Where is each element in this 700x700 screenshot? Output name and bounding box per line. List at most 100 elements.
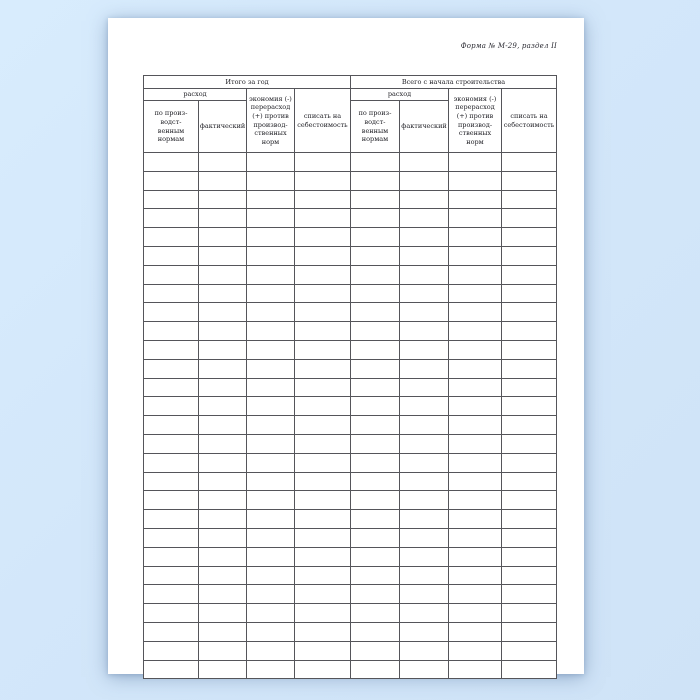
header-row-subcols: по произ- водст- венным нормам фактическ… (143, 100, 557, 153)
table-row (143, 302, 558, 323)
table-cell (246, 208, 295, 229)
table-cell (246, 283, 295, 304)
table-cell (246, 415, 295, 435)
table-cell (500, 546, 558, 567)
table-cell (198, 339, 247, 360)
table-cell (350, 415, 400, 435)
table-cell (350, 283, 400, 304)
table-cell (500, 170, 558, 191)
table-cell (246, 640, 295, 661)
table-row (143, 546, 558, 567)
table-cell (350, 245, 400, 266)
table-cell (143, 396, 199, 417)
header-row-groups: Итого за год Всего с начала строительств… (143, 75, 558, 89)
table-cell (246, 471, 295, 492)
table-cell (294, 302, 351, 323)
table-cell (399, 302, 449, 323)
table-cell (399, 377, 449, 398)
table-cell (198, 415, 247, 435)
header-row-expense: расход экономия (-) перерасход (+) проти… (143, 88, 558, 153)
table-cell (294, 640, 351, 661)
table-cell (350, 302, 400, 323)
table-cell (246, 565, 295, 586)
table-cell (500, 527, 558, 548)
table-cell (500, 621, 558, 642)
table-cell (143, 565, 199, 586)
table-row (143, 490, 558, 511)
table-cell (294, 152, 351, 172)
table-cell (143, 621, 199, 642)
table-cell (399, 584, 449, 605)
table-cell (143, 170, 199, 191)
table-cell (350, 396, 400, 417)
table-row (143, 621, 558, 642)
table-cell (143, 152, 199, 172)
table-row (143, 208, 558, 229)
table-cell (143, 358, 199, 379)
header-col-norms-right: по произ- водст- венным нормам (350, 100, 400, 153)
table-cell (198, 396, 247, 417)
table-cell (399, 152, 449, 172)
table-cell (294, 396, 351, 417)
table-cell (399, 264, 449, 285)
table-cell (399, 396, 449, 417)
table-cell (448, 377, 502, 398)
table-cell (198, 527, 247, 548)
table-cell (246, 584, 295, 605)
table-cell (500, 565, 558, 586)
table-cell (246, 377, 295, 398)
table-row (143, 565, 558, 586)
table-cell (350, 227, 400, 247)
table-cell (294, 245, 351, 266)
table-cell (350, 584, 400, 605)
report-table-body (143, 152, 558, 680)
table-cell (500, 509, 558, 529)
table-cell (500, 189, 558, 210)
table-cell (294, 339, 351, 360)
table-row (143, 227, 558, 247)
table-cell (246, 509, 295, 529)
table-cell (198, 358, 247, 379)
table-cell (246, 546, 295, 567)
table-row (143, 509, 558, 529)
table-cell (500, 321, 558, 341)
table-cell (448, 621, 502, 642)
table-cell (448, 245, 502, 266)
table-cell (143, 377, 199, 398)
table-cell (198, 227, 247, 247)
table-cell (198, 509, 247, 529)
table-cell (399, 490, 449, 511)
table-cell (198, 546, 247, 567)
table-cell (350, 490, 400, 511)
table-cell (143, 509, 199, 529)
table-row (143, 321, 558, 341)
table-cell (246, 659, 295, 680)
table-cell (294, 321, 351, 341)
header-expense-left: расход (143, 88, 247, 101)
table-cell (448, 659, 502, 680)
table-cell (294, 659, 351, 680)
table-cell (198, 152, 247, 172)
table-cell (500, 396, 558, 417)
table-cell (500, 584, 558, 605)
table-cell (143, 302, 199, 323)
table-cell (500, 640, 558, 661)
table-cell (399, 208, 449, 229)
table-cell (294, 283, 351, 304)
table-cell (399, 321, 449, 341)
header-col-writeoff-left: списать на себестоимость (294, 88, 351, 153)
table-row (143, 584, 558, 605)
table-cell (399, 565, 449, 586)
table-cell (350, 170, 400, 191)
table-cell (350, 339, 400, 360)
table-cell (198, 640, 247, 661)
table-cell (500, 264, 558, 285)
table-cell (350, 452, 400, 473)
table-cell (294, 433, 351, 454)
table-row (143, 640, 558, 661)
table-cell (143, 527, 199, 548)
table-cell (294, 565, 351, 586)
table-cell (294, 358, 351, 379)
table-cell (399, 621, 449, 642)
